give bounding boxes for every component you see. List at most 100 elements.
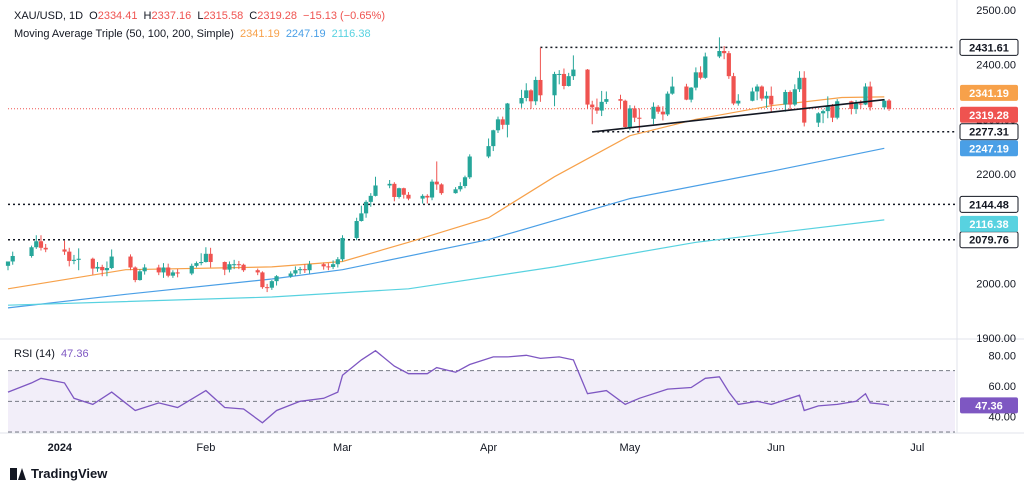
candle-body bbox=[133, 267, 138, 281]
candle bbox=[373, 176, 378, 197]
candle bbox=[731, 72, 736, 106]
ma50-tag-box bbox=[960, 84, 1018, 101]
candle bbox=[519, 89, 524, 108]
candle-body bbox=[90, 258, 95, 269]
candle-body bbox=[533, 79, 538, 102]
candle bbox=[255, 268, 260, 276]
candle bbox=[429, 179, 435, 201]
candle-body bbox=[5, 261, 11, 266]
candle bbox=[269, 280, 274, 290]
candle-body bbox=[590, 104, 595, 108]
ma50-tag: 2341.19 bbox=[960, 84, 1018, 101]
candle bbox=[166, 263, 171, 278]
candle bbox=[604, 91, 609, 105]
candle-body bbox=[194, 263, 199, 266]
candle bbox=[835, 99, 840, 120]
candle bbox=[816, 112, 821, 127]
candle bbox=[425, 194, 430, 204]
ma50-tag-text: 2341.19 bbox=[969, 88, 1009, 100]
branding-text: TradingView bbox=[31, 466, 108, 481]
candle-body bbox=[255, 270, 260, 273]
ma200-value: 2116.38 bbox=[331, 28, 371, 40]
close-label: C bbox=[249, 10, 258, 22]
price-level-tag-box bbox=[959, 123, 1019, 141]
candle bbox=[632, 105, 637, 123]
rsi-tick-label: 60.00 bbox=[988, 381, 1016, 393]
candle bbox=[462, 175, 468, 189]
candle-body bbox=[340, 237, 345, 260]
candle bbox=[670, 76, 675, 95]
ma200-tag-text: 2116.38 bbox=[969, 219, 1008, 231]
candle-body bbox=[660, 111, 665, 115]
candle-body bbox=[524, 90, 529, 99]
candle bbox=[500, 116, 505, 130]
trendline bbox=[592, 98, 885, 133]
candle bbox=[199, 253, 204, 266]
candle bbox=[528, 89, 534, 109]
candle bbox=[387, 180, 392, 189]
candle bbox=[764, 91, 769, 108]
candle bbox=[538, 47, 543, 102]
candle bbox=[759, 85, 764, 101]
ma100-tag: 2247.19 bbox=[960, 140, 1018, 157]
candle bbox=[623, 99, 628, 128]
price-tick-label: 2000.00 bbox=[976, 278, 1016, 290]
high-label: H bbox=[143, 10, 152, 22]
low-value: 2315.58 bbox=[203, 10, 244, 22]
candle bbox=[298, 266, 303, 275]
ma200-tag-box bbox=[960, 215, 1018, 232]
candle-body bbox=[265, 287, 270, 289]
candle bbox=[175, 269, 180, 278]
candle-body bbox=[759, 86, 764, 99]
candle-body bbox=[29, 247, 34, 256]
candle bbox=[133, 266, 138, 283]
candle-body bbox=[189, 265, 194, 274]
candle-body bbox=[722, 51, 727, 54]
candle-body bbox=[816, 113, 821, 123]
price-level-tag: 2079.76 bbox=[959, 231, 1019, 249]
high-value: 2337.16 bbox=[151, 10, 192, 22]
rsi-label: RSI (14) bbox=[14, 348, 55, 360]
ma200-line bbox=[7, 219, 885, 306]
x-tick-label: 2024 bbox=[48, 442, 73, 454]
candle bbox=[651, 102, 656, 125]
candle bbox=[533, 76, 538, 106]
candle-body bbox=[175, 272, 180, 274]
candle-body bbox=[302, 269, 307, 271]
last-price-tag-text: 2319.28 bbox=[969, 110, 1009, 122]
ma50-line bbox=[7, 96, 885, 290]
price-tick-label: 1900.00 bbox=[976, 333, 1016, 345]
candle-body bbox=[736, 100, 741, 104]
price-level-tag: 2277.31 bbox=[959, 123, 1019, 141]
candle-body bbox=[396, 188, 402, 197]
candle bbox=[293, 266, 298, 276]
candle bbox=[566, 72, 571, 87]
candle bbox=[392, 182, 397, 202]
candle bbox=[274, 275, 279, 286]
candle-body bbox=[368, 195, 373, 202]
candle-body bbox=[109, 256, 114, 269]
candle bbox=[886, 99, 892, 111]
price-tick-label: 2200.00 bbox=[976, 169, 1016, 181]
candle bbox=[717, 37, 722, 59]
candle bbox=[684, 83, 689, 101]
candle bbox=[458, 182, 463, 192]
candle bbox=[420, 194, 425, 204]
candle bbox=[703, 52, 708, 79]
candle bbox=[495, 116, 501, 133]
candle-body bbox=[321, 264, 326, 267]
candle-body bbox=[820, 111, 826, 114]
candle bbox=[236, 260, 241, 270]
candle-body bbox=[783, 92, 788, 105]
candle bbox=[594, 98, 600, 114]
ma100-line bbox=[7, 147, 885, 309]
candle-body bbox=[731, 76, 736, 104]
price-legend: XAU/USD, 1D O2334.41 H2337.16 L2315.58 C… bbox=[14, 9, 388, 23]
rsi-legend-value: 47.36 bbox=[61, 348, 89, 360]
candle-body bbox=[561, 73, 567, 86]
candle bbox=[359, 205, 364, 222]
tradingview-logo[interactable]: TradingView bbox=[10, 466, 107, 481]
candle-body bbox=[288, 273, 293, 277]
candle-body bbox=[439, 184, 444, 194]
